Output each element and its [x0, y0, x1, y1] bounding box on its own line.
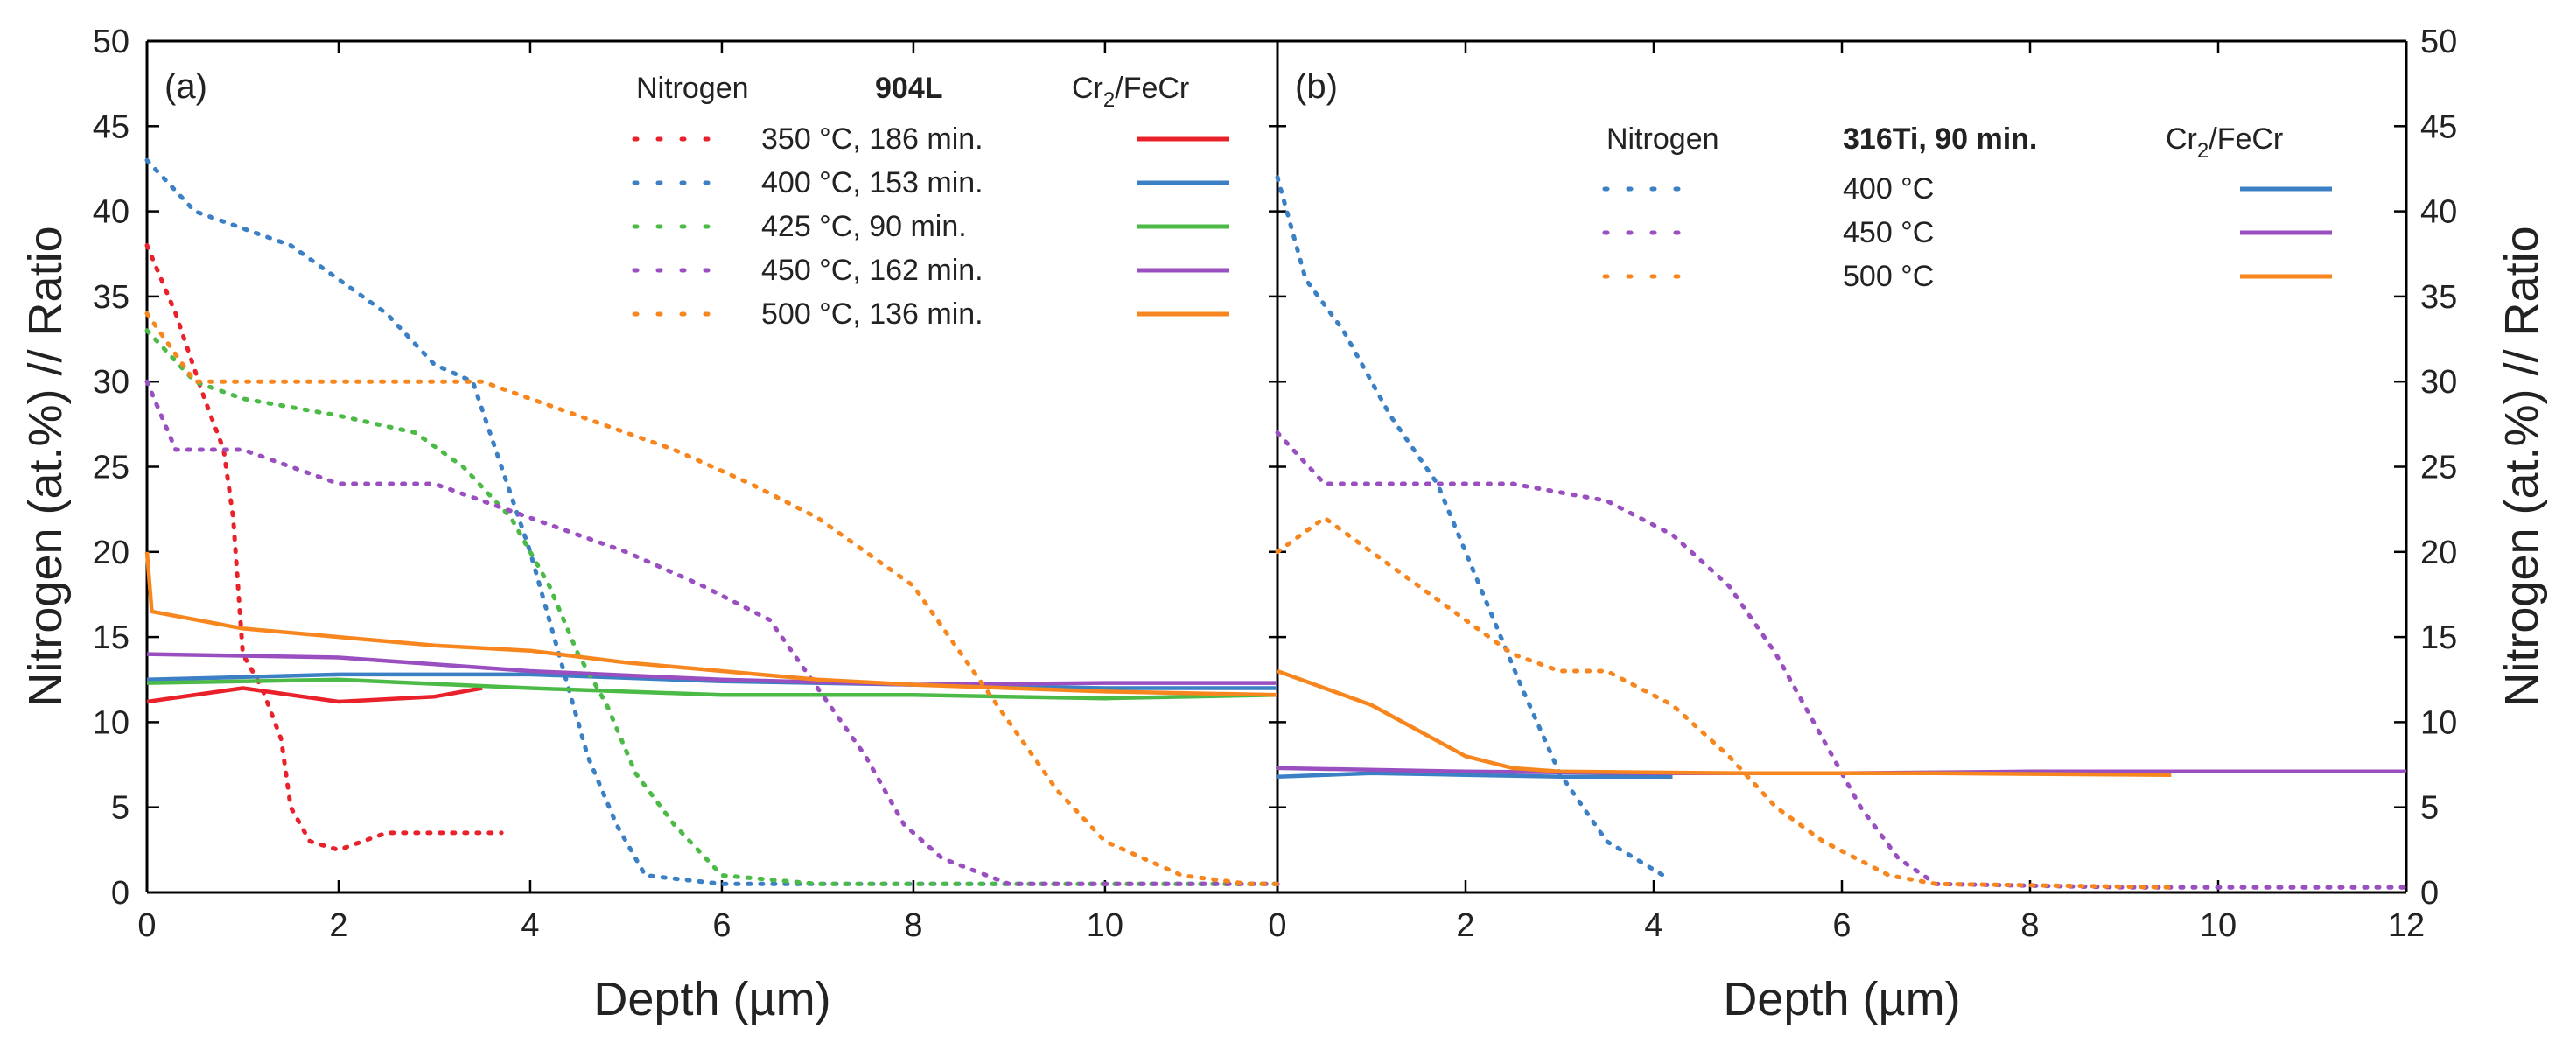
y-tick-label-right: 50	[2420, 24, 2457, 60]
y-tick-label-left: 50	[93, 24, 130, 60]
y-tick-label-left: 15	[93, 619, 130, 656]
y-tick-label-right: 30	[2420, 364, 2457, 401]
y-tick-label-left: 20	[93, 535, 130, 571]
legend-a-material-header: 904L	[875, 72, 943, 105]
legend-b-ratio-header: Cr2/FeCr	[2166, 122, 2283, 163]
legend-a-ratio-header: Cr2/FeCr	[1072, 72, 1189, 112]
nitrogen-series-b-400-c	[1275, 175, 1666, 878]
ratio-series-a-350-c-186-min	[146, 686, 483, 704]
y-tick-label-left: 45	[93, 108, 130, 145]
x-tick-label-b: 8	[2020, 907, 2039, 944]
series-layer	[144, 157, 2409, 890]
legend-a-ratio-main: Cr	[1072, 72, 1103, 105]
y-axis-title-right: Nitrogen (at.%) // Ratio	[2496, 226, 2548, 706]
ratio-series-a-500-c-136-min	[144, 551, 1278, 697]
legend-b-ratio-sub: 2	[2197, 139, 2208, 163]
legend-b-ratio-tail: /FeCr	[2208, 122, 2283, 156]
panel-label-a: (a)	[164, 67, 207, 106]
legend-a-ratio-sub: 2	[1103, 88, 1115, 112]
legend-label: 500 °C	[1843, 260, 1934, 293]
nitrogen-series-a-425-c-90-min	[144, 328, 1280, 886]
legend-b-material-header: 316Ti, 90 min.	[1843, 122, 2037, 156]
y-tick-label-left: 5	[111, 790, 130, 827]
legend-label: 425 °C, 90 min.	[761, 210, 967, 243]
x-tick-label-b: 4	[1644, 907, 1662, 944]
x-tick-label-a: 0	[137, 907, 156, 944]
legend-b-ratio-main: Cr	[2166, 122, 2197, 156]
ratio-series-a-450-c-162-min	[146, 652, 1278, 687]
x-tick-label-a: 6	[712, 907, 731, 944]
y-tick-label-right: 10	[2420, 704, 2457, 741]
x-tick-label-b: 6	[1832, 907, 1851, 944]
x-tick-label-b: 0	[1268, 907, 1286, 944]
nitrogen-series-a-500-c-136-min	[144, 311, 1280, 886]
x-tick-label-b: 10	[2200, 907, 2236, 944]
y-tick-label-left: 40	[93, 194, 130, 231]
legend-label: 450 °C, 162 min.	[761, 254, 984, 287]
nitrogen-series-a-400-c-153-min	[144, 157, 1280, 886]
y-tick-label-left: 35	[93, 279, 130, 316]
ratio-series-a-425-c-90-min	[146, 677, 1278, 701]
y-tick-label-right: 25	[2420, 450, 2457, 486]
y-tick-label-right: 35	[2420, 279, 2457, 316]
x-tick-label-b: 12	[2388, 907, 2425, 944]
legend-a-ratio-tail: /FeCr	[1115, 72, 1189, 105]
legend-b-nitrogen-header: Nitrogen	[1606, 122, 1719, 156]
nitrogen-series-a-350-c-186-min	[144, 243, 504, 852]
legend-label: 350 °C, 186 min.	[761, 122, 984, 156]
nitrogen-series-a-450-c-162-min	[144, 379, 1280, 886]
panel-label-b: (b)	[1295, 67, 1338, 106]
y-tick-label-right: 0	[2420, 875, 2439, 912]
x-tick-label-a: 8	[904, 907, 922, 944]
y-tick-label-right: 5	[2420, 790, 2439, 827]
x-tick-label-a: 10	[1087, 907, 1124, 944]
legend-label: 500 °C, 136 min.	[761, 297, 984, 331]
legend-a-nitrogen-header: Nitrogen	[636, 72, 749, 105]
y-tick-label-right: 40	[2420, 194, 2457, 231]
y-tick-label-right: 45	[2420, 108, 2457, 145]
x-axis-title-a: Depth (µm)	[593, 973, 830, 1025]
y-tick-label-left: 30	[93, 364, 130, 401]
ratio-series-b-400-c	[1277, 771, 1673, 779]
x-tick-label-a: 4	[521, 907, 539, 944]
y-tick-label-left: 25	[93, 450, 130, 486]
nitrogen-series-b-500-c	[1275, 515, 2174, 890]
legend-label: 400 °C, 153 min.	[761, 166, 984, 199]
y-axis-title-left: Nitrogen (at.%) // Ratio	[19, 226, 72, 706]
y-tick-label-left: 10	[93, 704, 130, 741]
ratio-series-b-500-c	[1277, 668, 2172, 777]
x-axis-title-b: Depth (µm)	[1723, 973, 1960, 1025]
y-tick-label-right: 15	[2420, 619, 2457, 656]
x-tick-label-a: 2	[329, 907, 347, 944]
y-tick-label-left: 0	[111, 875, 130, 912]
x-tick-label-b: 2	[1456, 907, 1474, 944]
legend-label: 450 °C	[1843, 216, 1934, 249]
y-tick-label-right: 20	[2420, 535, 2457, 571]
legend-entries: 350 °C, 186 min. 400 °C, 153 min. 425 °C, …	[632, 122, 2332, 331]
legend-label: 400 °C	[1843, 172, 1934, 206]
